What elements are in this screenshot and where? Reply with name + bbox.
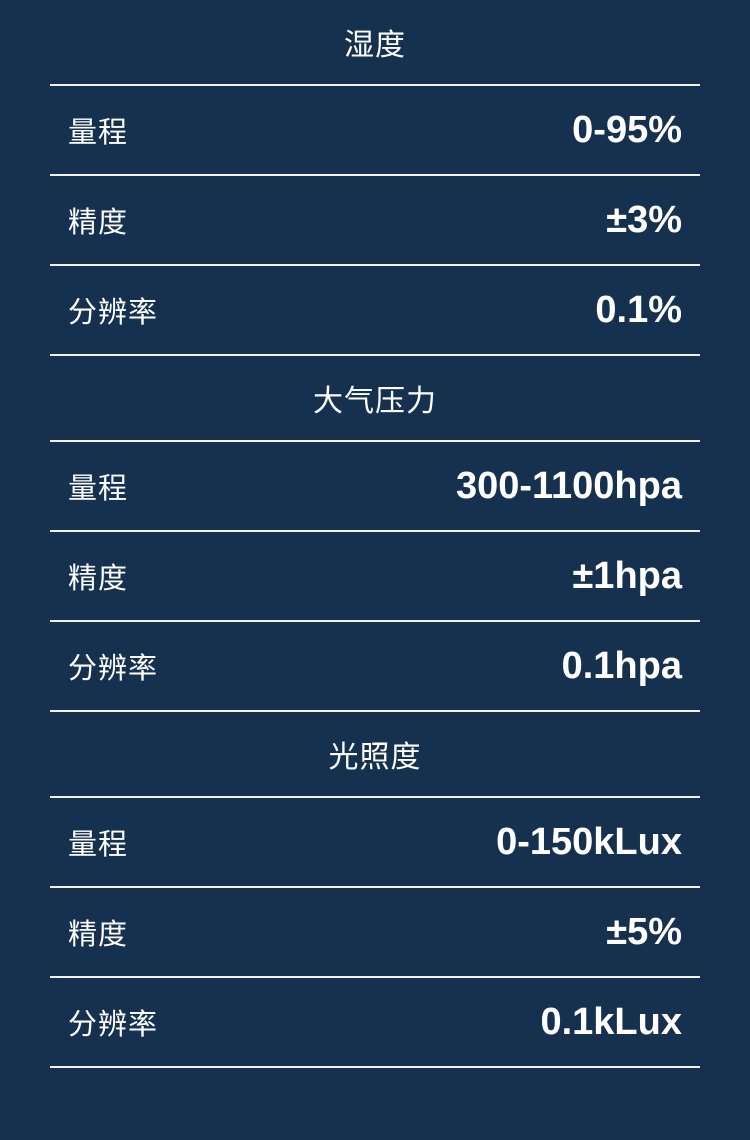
spec-label: 分辨率 [68,297,159,329]
divider [50,620,700,622]
divider [50,796,700,798]
divider [50,710,700,712]
spec-value: 0.1% [595,288,682,331]
divider [50,886,700,888]
spec-value: ±5% [606,910,682,953]
spec-label: 分辨率 [68,1009,159,1041]
divider [50,174,700,176]
spec-table: 湿度 量程 0-95% 精度 ±3% 分辨率 0.1% 大气压力 量程 300-… [0,0,750,1068]
spec-label: 分辨率 [68,653,159,685]
spec-value: 300-1100hpa [455,464,682,507]
spec-row: 量程 300-1100hpa [0,442,750,530]
spec-row: 量程 0-95% [0,86,750,174]
spec-row: 精度 ±3% [0,176,750,264]
spec-section: 大气压力 量程 300-1100hpa 精度 ±1hpa 分辨率 0.1hpa [0,356,750,712]
spec-row: 精度 ±1hpa [0,532,750,620]
spec-value: 0.1kLux [540,1000,682,1043]
section-title: 大气压力 [313,385,437,418]
divider [50,976,700,978]
spec-row: 分辨率 0.1% [0,266,750,354]
spec-value: ±1hpa [572,554,682,597]
divider [50,354,700,356]
spec-row: 分辨率 0.1hpa [0,622,750,710]
divider [50,440,700,442]
spec-label: 量程 [68,473,129,505]
spec-value: 0-150kLux [496,820,682,863]
section-title: 湿度 [344,29,406,62]
spec-row: 精度 ±5% [0,888,750,976]
spec-label: 精度 [68,919,129,951]
spec-section: 光照度 量程 0-150kLux 精度 ±5% 分辨率 0.1kLux [0,712,750,1068]
divider [50,1066,700,1068]
section-title: 光照度 [328,741,422,774]
spec-section: 湿度 量程 0-95% 精度 ±3% 分辨率 0.1% [0,0,750,356]
spec-label: 精度 [68,207,129,239]
spec-label: 精度 [68,563,129,595]
divider [50,530,700,532]
spec-value: 0-95% [572,108,682,151]
spec-row: 量程 0-150kLux [0,798,750,886]
spec-label: 量程 [68,117,129,149]
divider [50,84,700,86]
divider [50,264,700,266]
spec-value: ±3% [606,198,682,241]
spec-row: 分辨率 0.1kLux [0,978,750,1066]
spec-label: 量程 [68,829,129,861]
spec-value: 0.1hpa [561,644,682,687]
